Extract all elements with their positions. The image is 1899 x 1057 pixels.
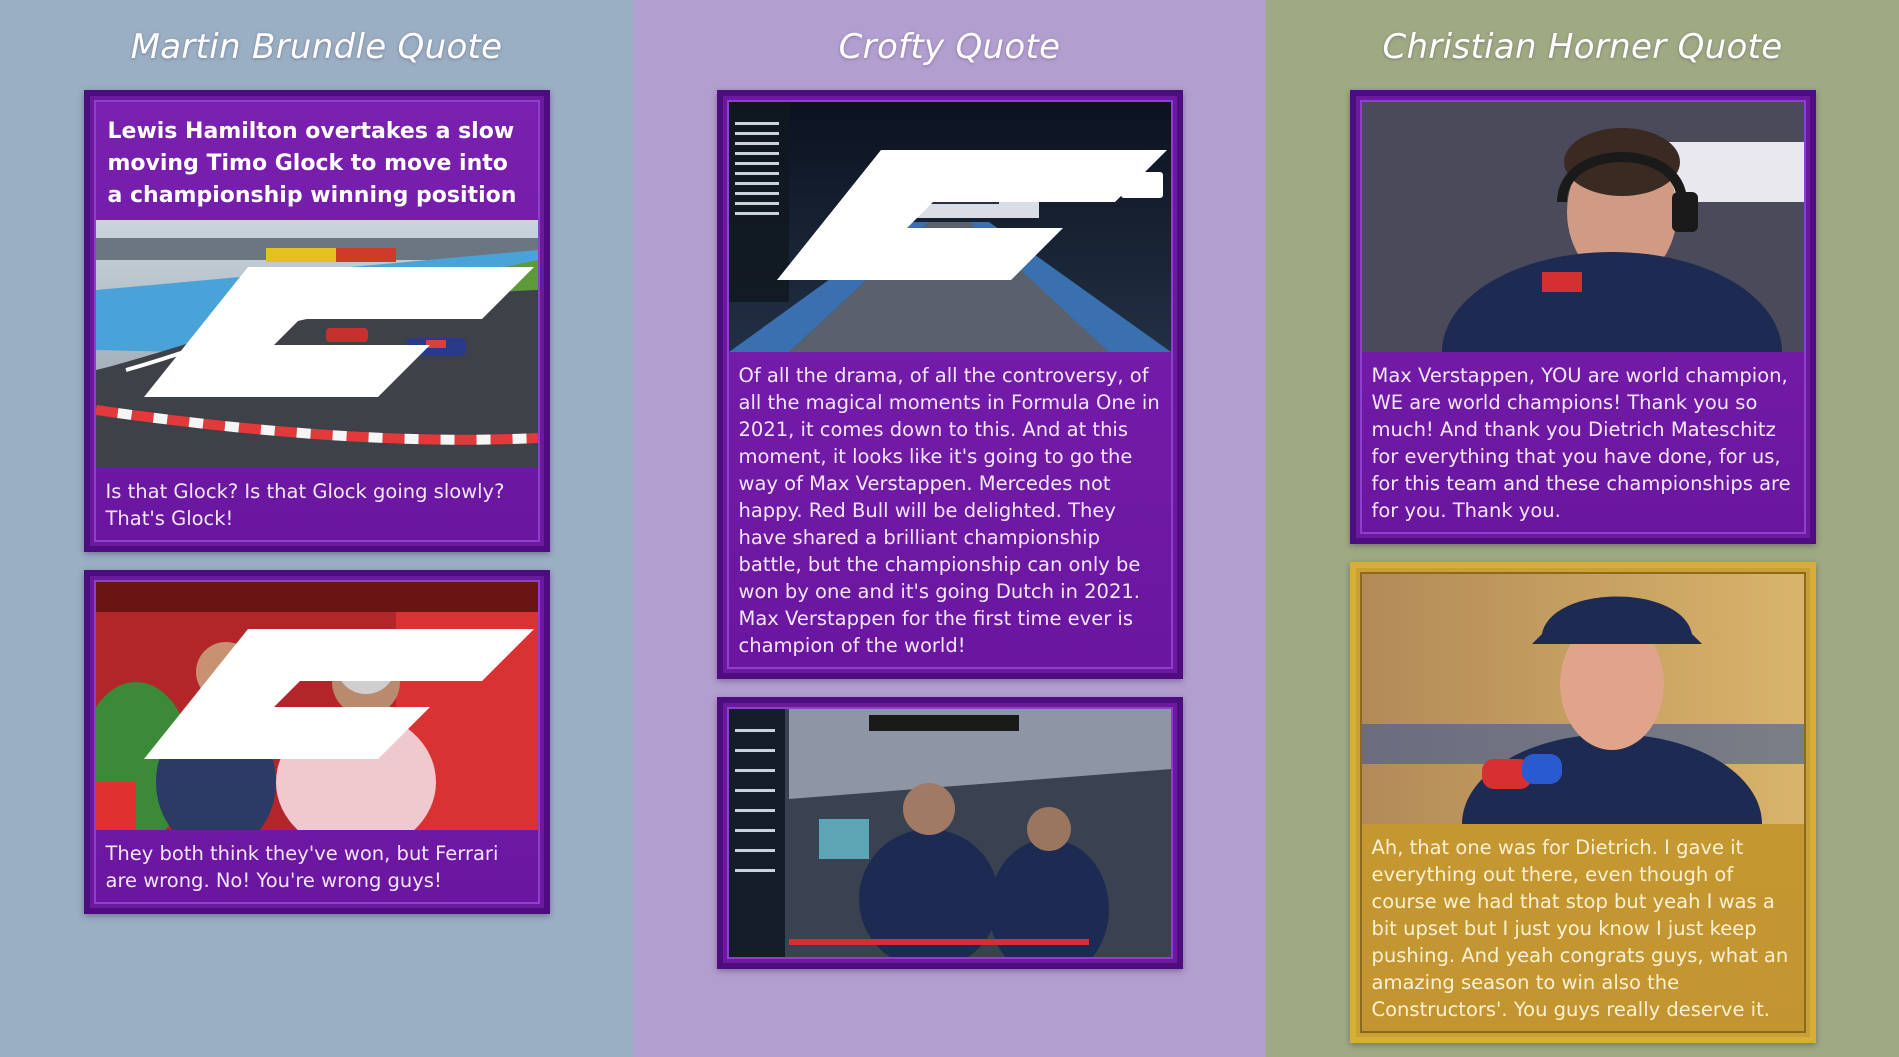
garage-image [95, 582, 538, 830]
quote-text: Is that Glock? Is that Glock going slowl… [105, 480, 505, 530]
quote-card-ferrari[interactable]: They both think they've won, but Ferrari… [83, 570, 550, 914]
column-title: Crofty Quote [838, 27, 1061, 67]
quote-text: They both think they've won, but Ferrari… [105, 842, 499, 892]
card-headline: Lewis Hamilton overtakes a slow moving T… [107, 119, 517, 208]
race-track-image [95, 220, 538, 468]
quote-card-verstappen[interactable]: Ah, that one was for Dietrich. I gave it… [1349, 562, 1816, 1043]
column-title: Martin Brundle Quote [130, 27, 503, 67]
quote-text: Max Verstappen, YOU are world champion, … [1371, 364, 1791, 522]
column-christian-horner: Christian Horner Quote Max Verstapp [1266, 0, 1899, 1057]
card-inner: Of all the drama, of all the controversy… [726, 100, 1173, 669]
card-inner: Lewis Hamilton overtakes a slow moving T… [93, 100, 540, 542]
driver-interview-image [1361, 574, 1804, 824]
night-race-image [728, 102, 1171, 352]
column-crofty: Crofty Quote [633, 0, 1266, 1057]
card-inner: Max Verstappen, YOU are world champion, … [1359, 100, 1806, 534]
quote-card-glock[interactable]: Lewis Hamilton overtakes a slow moving T… [83, 90, 550, 552]
card-inner: Ah, that one was for Dietrich. I gave it… [1359, 572, 1806, 1033]
quote-text: Of all the drama, of all the controversy… [738, 364, 1160, 657]
quote-text: Ah, that one was for Dietrich. I gave it… [1371, 836, 1789, 1021]
column-title: Christian Horner Quote [1382, 27, 1783, 67]
image-card-pit-wall[interactable] [716, 697, 1183, 969]
quote-card-crofty[interactable]: Of all the drama, of all the controversy… [716, 90, 1183, 679]
card-inner [726, 707, 1173, 959]
team-principal-image [1361, 102, 1804, 352]
quote-card-horner[interactable]: Max Verstappen, YOU are world champion, … [1349, 90, 1816, 544]
pit-wall-image [728, 709, 1171, 957]
card-inner: They both think they've won, but Ferrari… [93, 580, 540, 904]
column-martin-brundle: Martin Brundle Quote Lewis Hamilton over… [0, 0, 633, 1057]
